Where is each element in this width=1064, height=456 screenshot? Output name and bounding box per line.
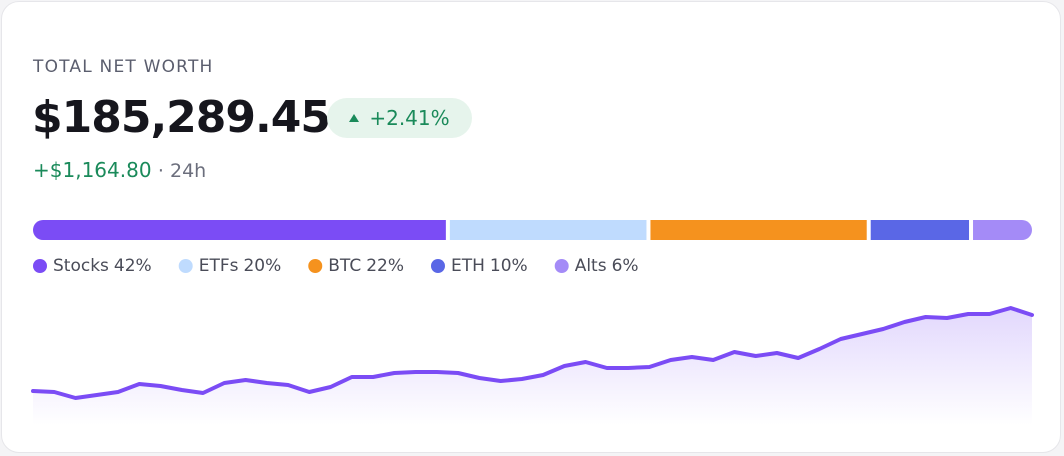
- legend-dot: [430, 259, 445, 273]
- legend-dot: [554, 259, 569, 273]
- legend-name: Alts: [575, 256, 607, 276]
- allocation-segment: [870, 220, 970, 240]
- legend-value: 22%: [366, 256, 404, 276]
- legend-name: Stocks: [53, 256, 109, 276]
- up-arrow: [349, 114, 360, 122]
- change-period: · 24h: [157, 160, 207, 182]
- legend-value: 20%: [243, 256, 281, 276]
- legend-name: BTC: [328, 256, 361, 276]
- change-amount: +$1,164.80: [33, 158, 152, 182]
- legend-value: 6%: [612, 256, 639, 276]
- legend-dot: [33, 259, 47, 273]
- allocation-segment: [449, 220, 647, 240]
- sparkline-area: [33, 308, 1032, 425]
- net-worth-amount: $185,289.45: [32, 92, 331, 143]
- change-badge: +2.41%: [327, 98, 472, 138]
- change-percent: +2.41%: [369, 106, 450, 130]
- legend-value: 10%: [490, 256, 528, 276]
- card-title: TOTAL NET WORTH: [33, 57, 214, 77]
- sparkline-line: [31, 306, 1034, 400]
- legend-dot: [308, 259, 323, 273]
- legend-dot: [178, 259, 193, 273]
- allocation-bar: [33, 220, 1032, 240]
- allocation-segment: [33, 220, 446, 240]
- allocation-segment: [650, 220, 867, 240]
- legend-name: ETH: [451, 256, 485, 276]
- legend-name: ETFs: [199, 256, 239, 276]
- legend-value: 42%: [114, 256, 152, 276]
- allocation-segment: [973, 220, 1032, 240]
- change-line: +$1,164.80 · 24h: [33, 158, 206, 182]
